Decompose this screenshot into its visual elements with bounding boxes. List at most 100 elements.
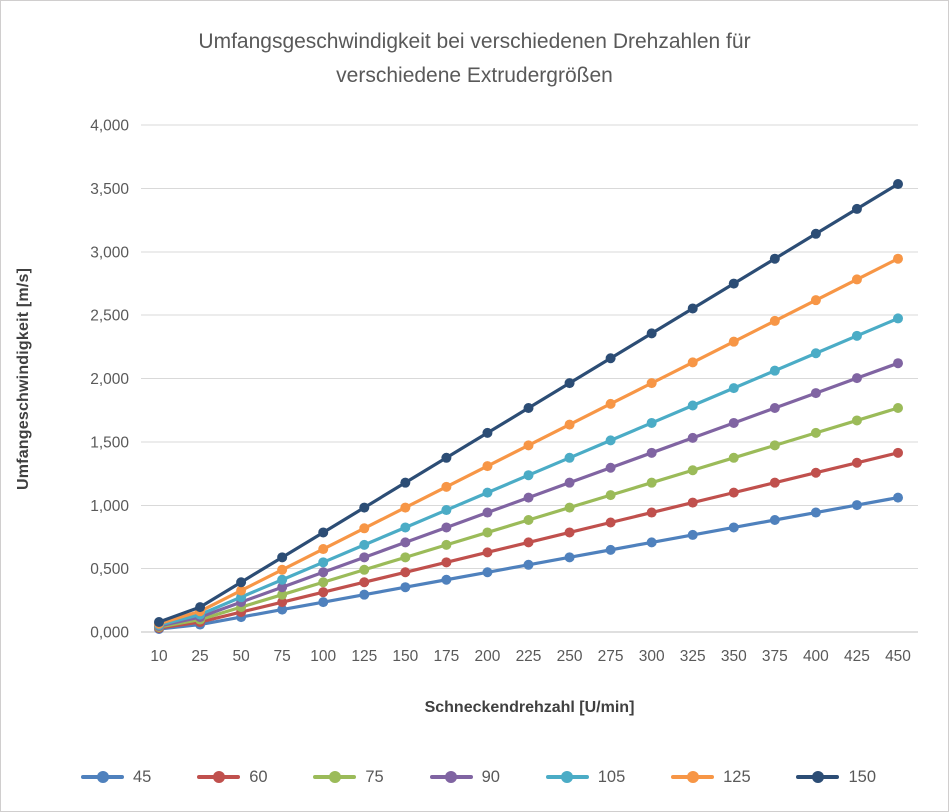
series-marker-90 — [400, 537, 411, 548]
legend-line-marker-icon — [796, 771, 840, 783]
legend-item-45[interactable]: 45 — [81, 768, 151, 787]
series-marker-125 — [277, 564, 288, 575]
chart-title: Umfangsgeschwindigkeit bei verschiedenen… — [198, 30, 751, 87]
legend-item-75[interactable]: 75 — [313, 768, 384, 787]
series-marker-105 — [277, 574, 288, 585]
series-marker-125 — [564, 419, 575, 430]
x-tick-label: 200 — [475, 648, 501, 665]
series-marker-45 — [523, 559, 534, 570]
series-marker-105 — [851, 330, 862, 341]
legend-dot-icon — [96, 771, 109, 783]
series-marker-75 — [810, 427, 821, 438]
series-marker-150 — [810, 228, 821, 239]
legend-dot-icon — [328, 771, 341, 783]
series-marker-90 — [646, 447, 657, 458]
series-marker-90 — [564, 477, 575, 488]
x-tick-label: 10 — [150, 648, 168, 665]
plot-area: 0,000 0,500 1,000 1,500 2,000 2,500 3,000 3,500… — [90, 118, 918, 665]
series-marker-45 — [810, 507, 821, 518]
series-marker-60 — [482, 547, 493, 558]
x-tick-label: 325 — [680, 648, 706, 665]
series-marker-90 — [851, 373, 862, 384]
series-marker-75 — [769, 440, 780, 451]
legend-dot-icon — [561, 771, 574, 783]
series-marker-90 — [441, 522, 452, 533]
legend-line-marker-icon — [545, 771, 589, 783]
series-marker-75 — [318, 577, 329, 588]
legend-item-60[interactable]: 60 — [197, 768, 268, 787]
legend-line-marker-icon — [81, 771, 124, 783]
series-marker-150 — [154, 617, 164, 628]
series-marker-75 — [482, 527, 493, 538]
series-marker-125 — [769, 315, 780, 326]
series-marker-125 — [400, 502, 411, 513]
series-marker-45 — [359, 589, 370, 600]
legend-line-marker-icon — [429, 771, 473, 783]
series-marker-60 — [400, 567, 411, 578]
series-marker-90 — [810, 388, 821, 399]
series-marker-150 — [605, 353, 616, 364]
series-marker-125 — [687, 357, 698, 368]
legend-label: 150 — [848, 767, 876, 786]
legend-line-marker-icon — [313, 771, 357, 783]
x-tick-label: 100 — [310, 648, 336, 665]
series-marker-90 — [277, 582, 288, 593]
series-marker-125 — [810, 295, 821, 306]
series-marker-105 — [318, 557, 329, 568]
series-marker-125 — [646, 378, 657, 389]
y-tick-label: 2,000 — [90, 371, 129, 388]
series-marker-60 — [523, 537, 534, 548]
x-tick-label: 400 — [803, 648, 829, 665]
series-marker-45 — [277, 604, 288, 615]
series-marker-105 — [728, 383, 739, 394]
series-marker-45 — [646, 537, 657, 548]
series-marker-105 — [523, 470, 534, 481]
series-marker-60 — [810, 467, 821, 478]
legend-dot-icon — [445, 771, 458, 783]
series-marker-75 — [893, 403, 903, 414]
series-marker-45 — [687, 529, 698, 540]
y-tick-label: 3,500 — [90, 181, 129, 198]
y-tick-label: 0,000 — [90, 625, 129, 642]
legend-line-marker-icon — [671, 771, 715, 783]
series-marker-60 — [441, 557, 452, 568]
series-marker-150 — [564, 378, 575, 389]
series-marker-150 — [277, 552, 288, 563]
series-marker-150 — [195, 602, 206, 613]
series-marker-105 — [646, 417, 657, 428]
series-marker-125 — [851, 274, 862, 285]
series-marker-90 — [359, 552, 370, 563]
series-marker-60 — [687, 497, 698, 508]
series-marker-60 — [277, 597, 288, 608]
y-tick-label: 0,500 — [90, 561, 129, 578]
series-marker-90 — [482, 507, 493, 518]
series-marker-60 — [605, 517, 616, 528]
series-marker-125 — [236, 585, 247, 596]
legend-dot-icon — [811, 771, 824, 783]
x-tick-label: 125 — [351, 648, 377, 665]
series-marker-150 — [893, 179, 903, 190]
series-marker-90 — [728, 417, 739, 428]
legend-item-150[interactable]: 150 — [796, 768, 876, 787]
x-tick-label: 350 — [721, 648, 747, 665]
series-marker-60 — [893, 447, 903, 458]
series-marker-90 — [605, 462, 616, 473]
y-tick-label: 4,000 — [90, 118, 129, 135]
series-marker-150 — [400, 477, 411, 488]
series-marker-105 — [769, 365, 780, 376]
series-marker-105 — [400, 522, 411, 533]
series-marker-45 — [728, 522, 739, 533]
series-marker-75 — [687, 465, 698, 476]
legend-item-125[interactable]: 125 — [671, 768, 751, 787]
series-marker-45 — [441, 574, 452, 585]
y-tick-label: 1,500 — [90, 434, 129, 451]
series-marker-75 — [277, 589, 288, 600]
series-marker-75 — [646, 477, 657, 488]
series-marker-45 — [605, 544, 616, 555]
series-marker-105 — [359, 539, 370, 550]
legend-item-90[interactable]: 90 — [429, 768, 500, 787]
x-tick-label: 300 — [639, 648, 665, 665]
series-marker-125 — [523, 440, 534, 451]
series-marker-125 — [318, 544, 329, 555]
legend-item-105[interactable]: 105 — [545, 768, 625, 787]
